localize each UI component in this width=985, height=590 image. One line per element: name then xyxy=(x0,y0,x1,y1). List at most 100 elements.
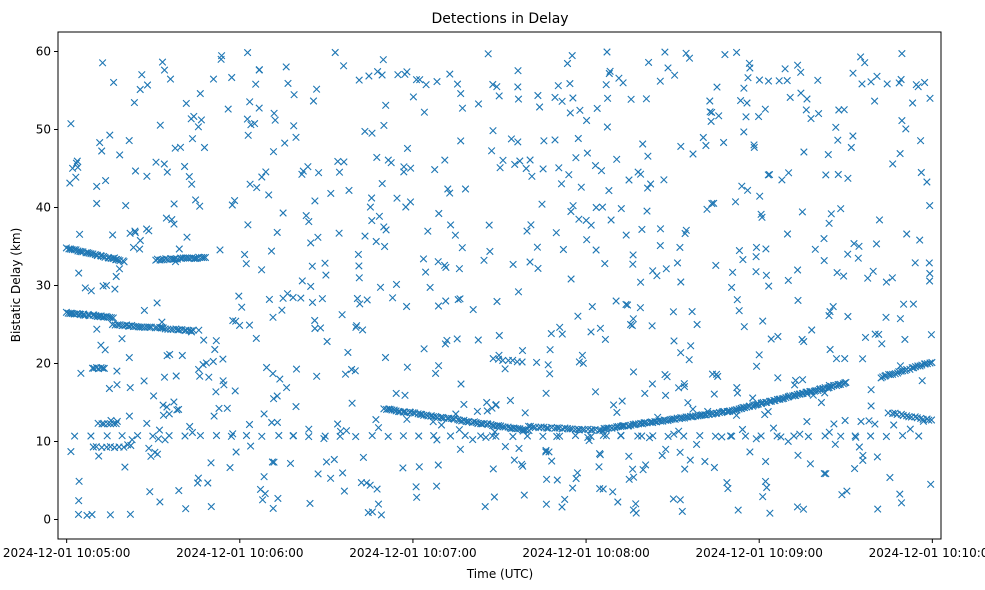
detection-point xyxy=(834,170,842,179)
detection-point xyxy=(664,432,672,441)
detection-point xyxy=(380,242,389,251)
detection-point xyxy=(897,75,905,84)
detection-point xyxy=(499,156,507,164)
detection-point xyxy=(73,157,81,165)
detection-point xyxy=(761,457,770,466)
detection-point xyxy=(469,435,477,444)
y-tick-label: 0 xyxy=(43,513,51,527)
y-tick-label: 60 xyxy=(36,45,51,59)
detection-point xyxy=(345,186,353,195)
detection-point xyxy=(733,383,741,392)
detection-point xyxy=(708,199,716,208)
detection-point xyxy=(160,66,169,74)
detection-point xyxy=(178,351,186,360)
detection-point xyxy=(774,374,782,382)
detection-point xyxy=(761,105,769,113)
detection-point xyxy=(509,260,517,269)
detection-point xyxy=(156,121,164,129)
detection-point xyxy=(926,94,934,102)
detection-point xyxy=(210,412,218,420)
detection-point xyxy=(118,335,126,343)
detection-point xyxy=(515,444,523,453)
detection-point xyxy=(146,488,154,496)
detection-point xyxy=(229,430,237,438)
detection-point xyxy=(109,314,117,322)
detection-point xyxy=(121,463,129,471)
detection-point xyxy=(568,51,576,60)
detection-point xyxy=(678,507,686,516)
detection-point xyxy=(268,458,277,466)
detection-point xyxy=(677,349,685,357)
detection-point xyxy=(726,432,735,440)
detection-point xyxy=(77,369,85,377)
detection-point xyxy=(849,69,857,77)
detection-point xyxy=(158,323,166,332)
detection-point xyxy=(174,405,183,414)
detection-point xyxy=(561,495,569,504)
detection-point xyxy=(539,165,547,173)
detection-point xyxy=(632,500,640,508)
detection-point xyxy=(710,199,718,207)
detection-point xyxy=(229,316,237,325)
detection-point xyxy=(355,262,363,270)
detection-point xyxy=(857,417,865,426)
detection-point xyxy=(629,260,637,268)
detection-point xyxy=(661,48,669,56)
detection-point xyxy=(66,179,74,187)
detection-point xyxy=(75,230,84,238)
detection-point xyxy=(898,116,906,125)
detection-point xyxy=(519,462,527,470)
detection-point xyxy=(182,99,190,108)
detection-point xyxy=(457,380,465,388)
detection-point xyxy=(843,487,851,495)
detection-point xyxy=(587,221,595,229)
detection-point xyxy=(98,420,106,428)
detection-point xyxy=(131,228,139,237)
detection-point xyxy=(643,419,651,427)
detection-point xyxy=(809,391,817,399)
detection-point xyxy=(800,148,808,156)
detection-point xyxy=(143,419,151,428)
detection-point xyxy=(629,473,638,481)
detection-point xyxy=(327,189,335,198)
detection-point xyxy=(159,324,167,332)
detection-point xyxy=(656,241,664,250)
detection-point xyxy=(211,345,219,354)
detection-point xyxy=(736,96,745,105)
detection-point xyxy=(896,315,905,323)
detection-point xyxy=(455,426,464,434)
detection-point xyxy=(452,410,460,418)
detection-point xyxy=(676,243,684,252)
detection-point xyxy=(335,168,344,176)
detection-point xyxy=(399,432,408,440)
detection-point xyxy=(738,182,746,190)
detection-point xyxy=(212,388,220,396)
detection-point xyxy=(825,311,833,320)
detection-point xyxy=(70,310,78,318)
detection-point xyxy=(514,138,522,146)
detection-point xyxy=(477,432,485,440)
detection-point xyxy=(542,500,551,508)
detection-point xyxy=(120,258,128,266)
detection-point xyxy=(250,119,259,128)
detection-point xyxy=(403,144,412,153)
detection-point xyxy=(260,410,268,418)
detection-point xyxy=(867,78,875,86)
detection-point xyxy=(644,58,653,67)
detection-point xyxy=(89,443,97,451)
detection-point xyxy=(173,406,181,414)
detection-point xyxy=(366,203,375,211)
detection-point xyxy=(433,77,441,86)
detection-point xyxy=(875,216,884,224)
detection-point xyxy=(111,285,119,293)
detection-point xyxy=(556,323,564,331)
detection-point xyxy=(535,103,544,111)
detection-point xyxy=(298,277,306,285)
detection-point xyxy=(735,405,743,413)
detection-point xyxy=(307,282,315,291)
detection-point xyxy=(555,164,563,172)
detection-point xyxy=(314,169,323,177)
detection-point xyxy=(855,443,864,451)
detection-point xyxy=(911,413,919,421)
detection-point xyxy=(163,403,171,411)
